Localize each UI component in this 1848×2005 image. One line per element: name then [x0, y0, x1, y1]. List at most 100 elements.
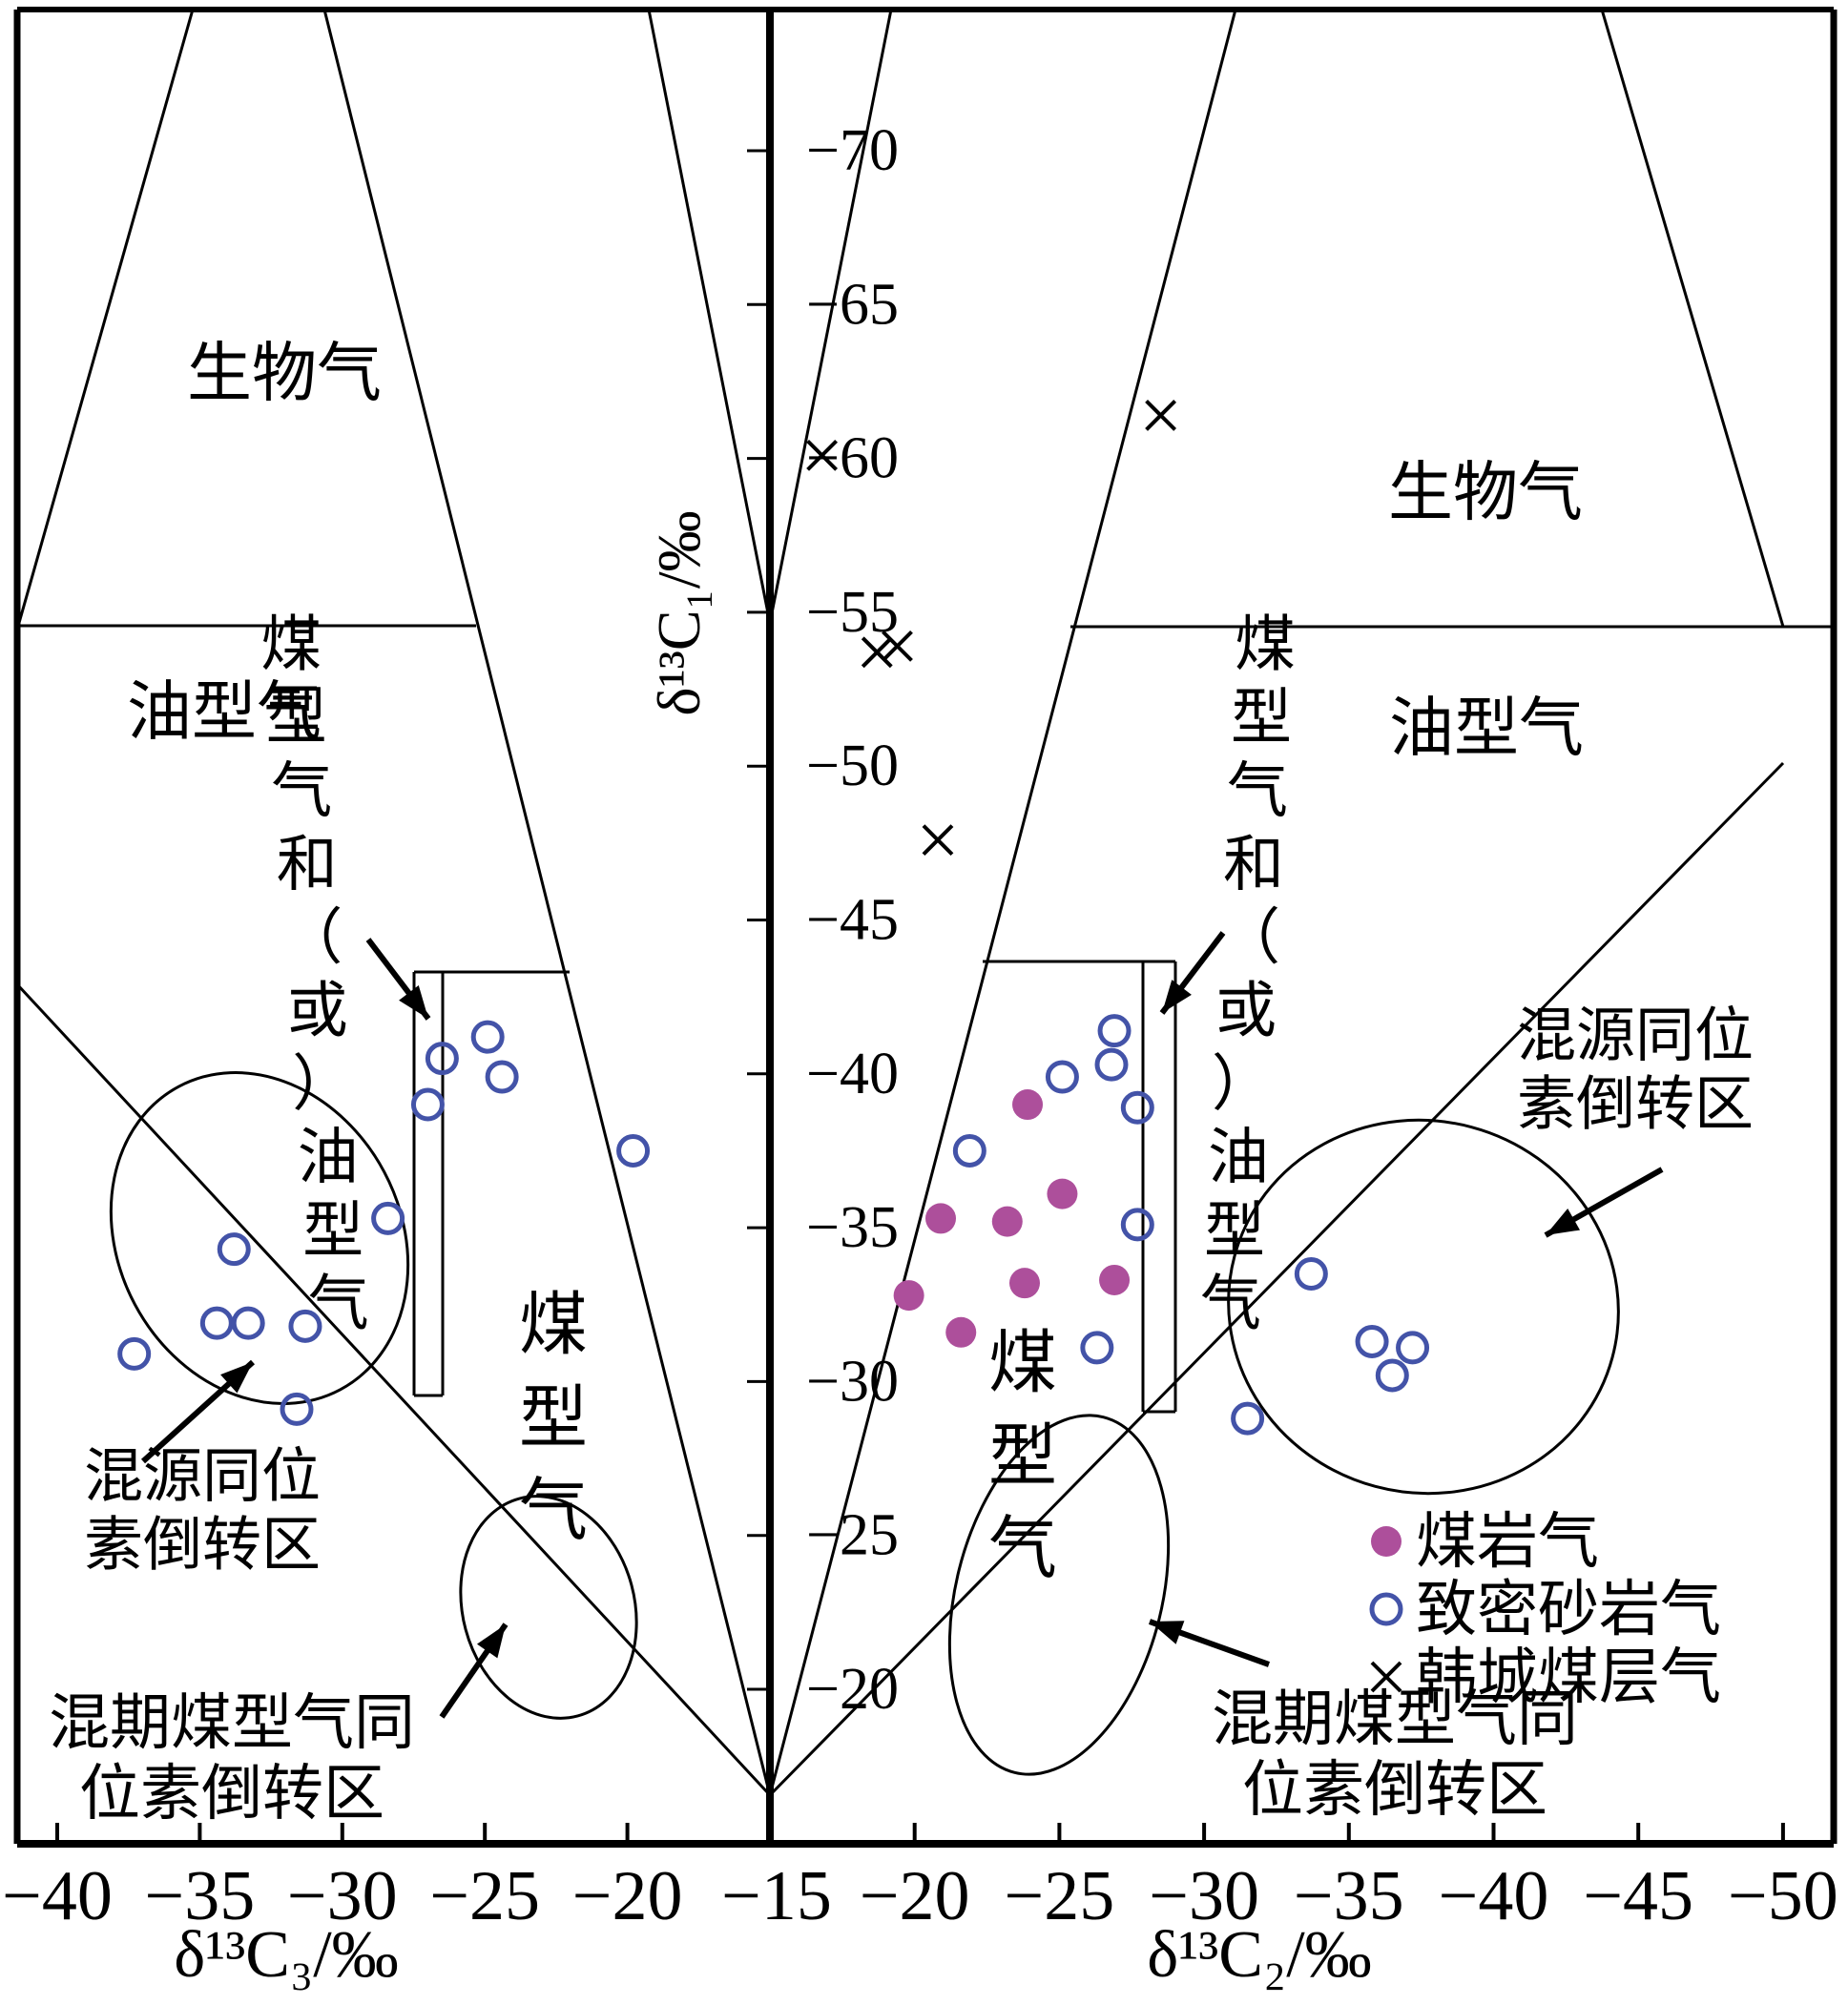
region-label-right: 和 — [1223, 831, 1284, 899]
data-point-right — [991, 1206, 1023, 1237]
region-label-left: 煤 — [260, 610, 322, 678]
data-point-right — [1120, 1208, 1154, 1242]
x-axis-title-right: δ¹³C₂/‰ — [1147, 1918, 1372, 1992]
data-point-right — [1375, 1358, 1409, 1393]
legend-label: 致密砂岩气 — [1416, 1576, 1721, 1643]
y-tick-label: −40 — [806, 1042, 899, 1106]
data-point-right — [1294, 1256, 1328, 1291]
region-label-right: 气 — [988, 1511, 1057, 1587]
legend-marker — [1370, 1661, 1402, 1693]
data-point-left — [616, 1133, 651, 1168]
data-point-right — [1008, 1268, 1040, 1299]
data-point-right — [1047, 1178, 1078, 1209]
y-tick-label: −45 — [806, 888, 899, 953]
x-axis-title-left: δ¹³C₃/‰ — [174, 1918, 399, 1992]
data-point-right — [945, 1316, 977, 1348]
data-point-right — [882, 630, 913, 662]
region-label-left: 生物气 — [187, 337, 382, 409]
region-label-right: ） — [1212, 1050, 1273, 1118]
region-label-left: 素倒转区 — [84, 1513, 321, 1578]
region-line — [769, 9, 893, 619]
data-point-right — [1120, 1090, 1154, 1125]
y-tick-label: −70 — [806, 118, 899, 183]
region-label-left: 气 — [271, 757, 332, 825]
data-point-left — [425, 1042, 459, 1076]
x-tick-label-center: −15 — [721, 1857, 832, 1935]
region-label-right: 气 — [1227, 757, 1288, 825]
region-line — [1600, 9, 1785, 628]
data-point-left — [485, 1060, 519, 1094]
region-label-left: 型 — [519, 1380, 588, 1457]
data-point-left — [199, 1306, 234, 1340]
region-label-right: 煤 — [1235, 610, 1296, 678]
y-axis-title: δ¹³C₁/‰ — [645, 510, 713, 715]
region-label-left: 型 — [266, 684, 327, 752]
region-label-left: 油型气 — [127, 675, 322, 748]
region-label-right: 油 — [1208, 1124, 1269, 1191]
legend-marker — [1369, 1592, 1403, 1626]
region-label-left: 混期煤型气同 — [49, 1689, 415, 1757]
region-label-left: 气 — [519, 1473, 588, 1549]
region-label-right: （ — [1219, 904, 1280, 972]
arrow-to-mixed-period-left-head — [476, 1624, 506, 1659]
region-label-left: 混源同位 — [84, 1444, 321, 1509]
arrow-to-box-right-head — [1162, 980, 1192, 1013]
region-label-right: 生物气 — [1388, 456, 1583, 528]
region-label-left: 或 — [287, 977, 348, 1044]
region-label-right: 型 — [988, 1418, 1057, 1495]
y-tick-label: −35 — [806, 1195, 899, 1260]
region-label-left: 位素倒转区 — [79, 1760, 384, 1828]
data-point-right — [1045, 1060, 1079, 1094]
x-tick-label-right-panel: −25 — [1005, 1857, 1115, 1935]
legend-label: 韩城煤层气 — [1416, 1643, 1721, 1711]
region-label-left: 和 — [277, 831, 338, 899]
region-line — [322, 9, 772, 1796]
region-label-right: 油型气 — [1389, 692, 1584, 764]
region-label-right: 素倒转区 — [1517, 1072, 1754, 1137]
data-point-right — [952, 1133, 986, 1168]
region-label-right: 位素倒转区 — [1242, 1756, 1547, 1824]
y-tick-label: −65 — [806, 272, 899, 337]
x-tick-label-right-panel: −50 — [1728, 1857, 1838, 1935]
region-label-left: 煤 — [519, 1288, 588, 1364]
data-point-right — [1080, 1331, 1114, 1365]
mixed-period-zone-right — [947, 1414, 1171, 1776]
region-label-right: 气 — [1200, 1271, 1261, 1338]
x-tick-label-right-panel: −40 — [1439, 1857, 1549, 1935]
x-tick-label-right-panel: −35 — [1294, 1857, 1404, 1935]
x-tick-label-left-panel: −25 — [429, 1857, 540, 1935]
x-tick-label-right-panel: −45 — [1583, 1857, 1693, 1935]
x-tick-label-left-panel: −35 — [145, 1857, 256, 1935]
x-tick-label-right-panel: −30 — [1149, 1857, 1259, 1935]
arrow-to-mixed-period-right-head — [1150, 1621, 1185, 1644]
arrow-to-box-left-head — [399, 985, 428, 1019]
region-label-left: 型 — [302, 1197, 363, 1265]
data-point-right — [925, 1203, 957, 1234]
data-point-left — [280, 1392, 314, 1426]
x-tick-label-left-panel: −20 — [572, 1857, 683, 1935]
y-tick-label: −50 — [806, 734, 899, 798]
legend-marker — [1371, 1526, 1402, 1557]
data-point-right — [1012, 1089, 1044, 1121]
data-point-right — [1231, 1401, 1265, 1436]
legend-label: 煤岩气 — [1416, 1508, 1599, 1576]
data-point-right — [1355, 1324, 1389, 1358]
region-label-right: 混期煤型气同 — [1212, 1685, 1578, 1753]
region-label-right: 煤 — [988, 1326, 1057, 1402]
data-point-right — [922, 824, 954, 857]
data-point-left — [231, 1306, 265, 1340]
x-tick-label-left-panel: −30 — [287, 1857, 398, 1935]
region-label-left: ） — [292, 1050, 353, 1118]
mixed-source-zone-left — [109, 1071, 410, 1405]
region-label-right: 混源同位 — [1517, 1003, 1754, 1068]
data-point-right — [1145, 400, 1177, 431]
region-label-right: 型 — [1231, 684, 1292, 752]
region-label-left: 油 — [298, 1124, 359, 1191]
data-point-right — [1094, 1047, 1129, 1082]
y-tick-label: −25 — [806, 1503, 899, 1568]
data-point-left — [288, 1309, 322, 1343]
arrow-to-mixed-source-left-head — [220, 1362, 253, 1394]
data-point-left — [410, 1087, 445, 1122]
x-tick-label-right-panel: −20 — [860, 1857, 970, 1935]
